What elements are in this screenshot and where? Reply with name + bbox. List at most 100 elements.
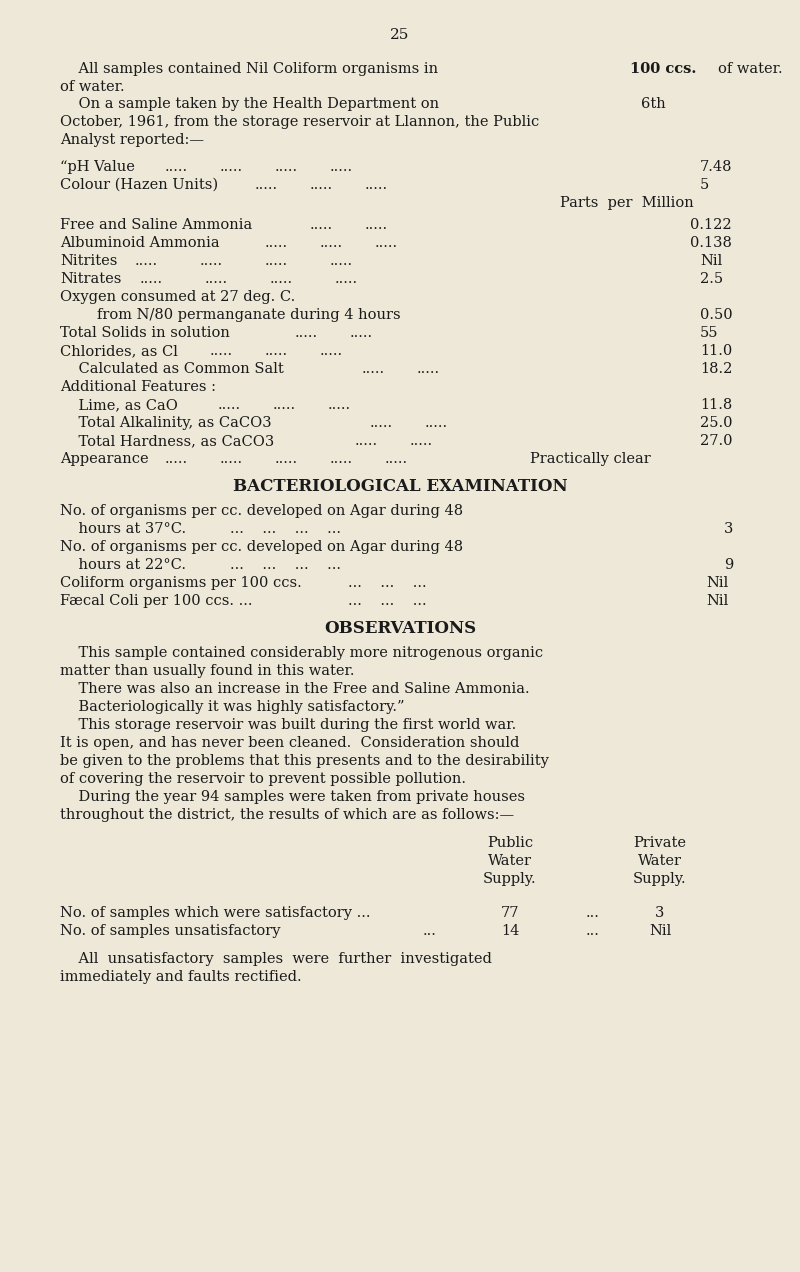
Text: On a sample taken by the Health Department on: On a sample taken by the Health Departme… bbox=[60, 97, 444, 111]
Text: throughout the district, the results of which are as follows:—: throughout the district, the results of … bbox=[60, 808, 514, 822]
Text: Oxygen consumed at 27 deg. C.: Oxygen consumed at 27 deg. C. bbox=[60, 290, 295, 304]
Text: hours at 37°C.: hours at 37°C. bbox=[60, 522, 186, 536]
Text: .....: ..... bbox=[425, 416, 448, 430]
Text: Supply.: Supply. bbox=[483, 873, 537, 887]
Text: BACTERIOLOGICAL EXAMINATION: BACTERIOLOGICAL EXAMINATION bbox=[233, 478, 567, 495]
Text: .....: ..... bbox=[135, 254, 158, 268]
Text: be given to the problems that this presents and to the desirability: be given to the problems that this prese… bbox=[60, 754, 549, 768]
Text: 14: 14 bbox=[501, 923, 519, 937]
Text: .....: ..... bbox=[365, 178, 388, 192]
Text: OBSERVATIONS: OBSERVATIONS bbox=[324, 619, 476, 637]
Text: There was also an increase in the Free and Saline Ammonia.: There was also an increase in the Free a… bbox=[60, 682, 530, 696]
Text: Water: Water bbox=[638, 854, 682, 868]
Text: All samples contained Nil Coliform organisms in: All samples contained Nil Coliform organ… bbox=[60, 62, 442, 76]
Text: .....: ..... bbox=[330, 160, 353, 174]
Text: Supply.: Supply. bbox=[633, 873, 687, 887]
Text: No. of samples which were satisfactory ...: No. of samples which were satisfactory .… bbox=[60, 906, 370, 920]
Text: No. of organisms per cc. developed on Agar during 48: No. of organisms per cc. developed on Ag… bbox=[60, 504, 463, 518]
Text: 100 ccs.: 100 ccs. bbox=[630, 62, 696, 76]
Text: of water.: of water. bbox=[718, 62, 782, 76]
Text: Practically clear: Practically clear bbox=[530, 452, 650, 466]
Text: Total Hardness, as CaCO3: Total Hardness, as CaCO3 bbox=[60, 434, 274, 448]
Text: Nitrites: Nitrites bbox=[60, 254, 118, 268]
Text: Calculated as Common Salt: Calculated as Common Salt bbox=[60, 363, 284, 377]
Text: .....: ..... bbox=[350, 326, 373, 340]
Text: .....: ..... bbox=[320, 343, 343, 357]
Text: .....: ..... bbox=[265, 343, 288, 357]
Text: Private: Private bbox=[634, 836, 686, 850]
Text: 3: 3 bbox=[724, 522, 734, 536]
Text: .....: ..... bbox=[410, 434, 433, 448]
Text: .....: ..... bbox=[218, 398, 241, 412]
Text: ...    ...    ...: ... ... ... bbox=[348, 594, 426, 608]
Text: from N/80 permanganate during 4 hours: from N/80 permanganate during 4 hours bbox=[60, 308, 401, 322]
Text: 18.2: 18.2 bbox=[700, 363, 732, 377]
Text: matter than usually found in this water.: matter than usually found in this water. bbox=[60, 664, 354, 678]
Text: Free and Saline Ammonia: Free and Saline Ammonia bbox=[60, 218, 252, 232]
Text: Albuminoid Ammonia: Albuminoid Ammonia bbox=[60, 237, 220, 251]
Text: .....: ..... bbox=[273, 398, 296, 412]
Text: Total Alkalinity, as CaCO3: Total Alkalinity, as CaCO3 bbox=[60, 416, 272, 430]
Text: 0.50: 0.50 bbox=[700, 308, 733, 322]
Text: hours at 22°C.: hours at 22°C. bbox=[60, 558, 186, 572]
Text: .....: ..... bbox=[265, 237, 288, 251]
Text: 7.48: 7.48 bbox=[700, 160, 733, 174]
Text: Public: Public bbox=[487, 836, 533, 850]
Text: 55: 55 bbox=[700, 326, 718, 340]
Text: .....: ..... bbox=[370, 416, 393, 430]
Text: .....: ..... bbox=[140, 272, 163, 286]
Text: 77: 77 bbox=[501, 906, 519, 920]
Text: ...    ...    ...: ... ... ... bbox=[348, 576, 426, 590]
Text: ...    ...    ...    ...: ... ... ... ... bbox=[230, 558, 341, 572]
Text: .....: ..... bbox=[255, 178, 278, 192]
Text: 0.138: 0.138 bbox=[690, 237, 732, 251]
Text: 25: 25 bbox=[390, 28, 410, 42]
Text: Total Solids in solution: Total Solids in solution bbox=[60, 326, 230, 340]
Text: Parts  per  Million: Parts per Million bbox=[560, 196, 694, 210]
Text: Colour (Hazen Units): Colour (Hazen Units) bbox=[60, 178, 218, 192]
Text: .....: ..... bbox=[328, 398, 351, 412]
Text: It is open, and has never been cleaned.  Consideration should: It is open, and has never been cleaned. … bbox=[60, 736, 519, 750]
Text: .....: ..... bbox=[275, 160, 298, 174]
Text: .....: ..... bbox=[310, 218, 333, 232]
Text: .....: ..... bbox=[330, 452, 353, 466]
Text: Coliform organisms per 100 ccs.: Coliform organisms per 100 ccs. bbox=[60, 576, 302, 590]
Text: 5: 5 bbox=[700, 178, 710, 192]
Text: “pH Value: “pH Value bbox=[60, 160, 135, 174]
Text: ...: ... bbox=[586, 906, 600, 920]
Text: 0.122: 0.122 bbox=[690, 218, 732, 232]
Text: ...: ... bbox=[586, 923, 600, 937]
Text: Bacteriologically it was highly satisfactory.”: Bacteriologically it was highly satisfac… bbox=[60, 700, 405, 714]
Text: 27.0: 27.0 bbox=[700, 434, 733, 448]
Text: .....: ..... bbox=[220, 452, 243, 466]
Text: Nil: Nil bbox=[649, 923, 671, 937]
Text: 11.8: 11.8 bbox=[700, 398, 732, 412]
Text: .....: ..... bbox=[355, 434, 378, 448]
Text: .....: ..... bbox=[210, 343, 233, 357]
Text: .....: ..... bbox=[165, 452, 188, 466]
Text: Appearance: Appearance bbox=[60, 452, 149, 466]
Text: 25.0: 25.0 bbox=[700, 416, 733, 430]
Text: ...    ...    ...    ...: ... ... ... ... bbox=[230, 522, 341, 536]
Text: .....: ..... bbox=[270, 272, 293, 286]
Text: .....: ..... bbox=[375, 237, 398, 251]
Text: .....: ..... bbox=[365, 218, 388, 232]
Text: 6th: 6th bbox=[641, 97, 666, 111]
Text: Additional Features :: Additional Features : bbox=[60, 380, 216, 394]
Text: 3: 3 bbox=[655, 906, 665, 920]
Text: .....: ..... bbox=[220, 160, 243, 174]
Text: Fæcal Coli per 100 ccs. ...: Fæcal Coli per 100 ccs. ... bbox=[60, 594, 253, 608]
Text: 2.5: 2.5 bbox=[700, 272, 723, 286]
Text: .....: ..... bbox=[310, 178, 333, 192]
Text: .....: ..... bbox=[362, 363, 385, 377]
Text: .....: ..... bbox=[205, 272, 228, 286]
Text: 11.0: 11.0 bbox=[700, 343, 732, 357]
Text: .....: ..... bbox=[335, 272, 358, 286]
Text: of covering the reservoir to prevent possible pollution.: of covering the reservoir to prevent pos… bbox=[60, 772, 466, 786]
Text: Water: Water bbox=[488, 854, 532, 868]
Text: October, 1961, from the storage reservoir at Llannon, the Public: October, 1961, from the storage reservoi… bbox=[60, 114, 539, 128]
Text: .....: ..... bbox=[417, 363, 440, 377]
Text: .....: ..... bbox=[330, 254, 353, 268]
Text: .....: ..... bbox=[165, 160, 188, 174]
Text: .....: ..... bbox=[200, 254, 223, 268]
